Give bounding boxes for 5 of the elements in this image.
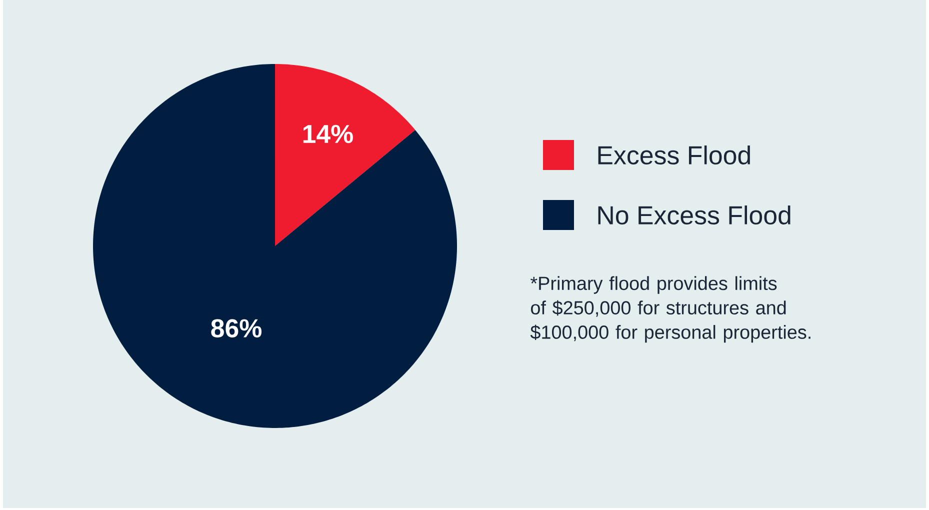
legend-label: Excess Flood bbox=[598, 145, 750, 164]
text: *Primary flood provides limits of $250,000 for structures and $100,000 for personal properties. bbox=[530, 276, 810, 343]
legend-label: No Excess Flood bbox=[598, 205, 790, 224]
data-label: 86% bbox=[211, 319, 262, 338]
data-label: 14% bbox=[303, 124, 353, 144]
